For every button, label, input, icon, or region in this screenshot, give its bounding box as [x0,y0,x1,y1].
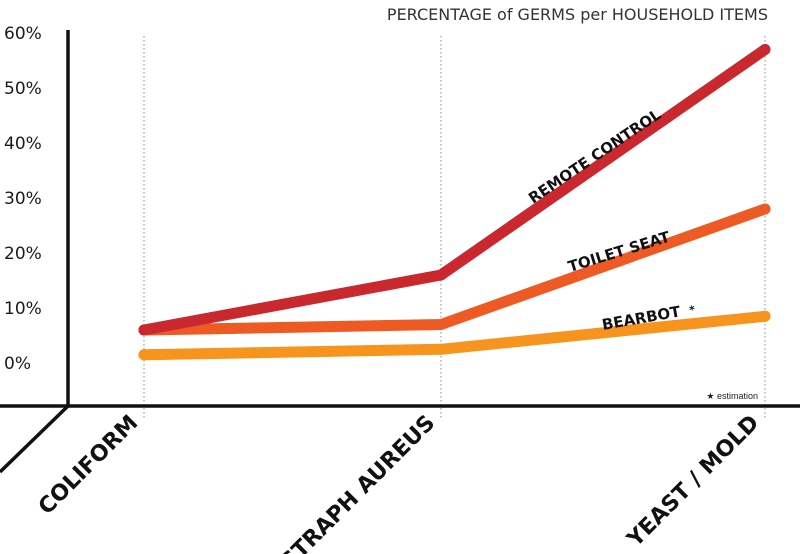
data-point [435,269,447,281]
data-point [435,343,447,355]
series-line-remote-control [138,44,771,336]
z-axis [0,404,70,474]
data-point [138,349,150,361]
y-tick-label: 40% [4,134,42,154]
x-tick-label: STRAPH AUREUS [276,411,440,554]
y-tick-label: 50% [4,79,42,99]
x-tick-label: COLIFORM [34,411,143,520]
x-tick-labels: COLIFORM STRAPH AUREUS YEAST / MOLD [34,411,764,554]
y-tick-labels: 0% 10% 20% 30% 40% 50% 60% [4,24,42,374]
chart-title: PERCENTAGE of GERMS per HOUSEHOLD ITEMS [387,5,768,24]
y-tick-label: 30% [4,189,42,209]
data-point [138,324,150,336]
x-tick-label: YEAST / MOLD [622,411,764,553]
estimation-footnote: ★ estimation [706,391,758,401]
data-point [759,310,771,322]
bearbot-asterisk: * [688,303,696,317]
data-point [759,203,771,215]
data-point [435,319,447,330]
y-tick-label: 60% [4,24,42,44]
series-label-remote-control: REMOTE CONTROL [525,105,664,207]
y-tick-label: 20% [4,244,42,264]
series-lines [138,44,771,361]
y-tick-label: 10% [4,299,42,319]
axes [0,30,800,474]
y-tick-label: 0% [4,354,31,374]
data-point [759,44,771,55]
category-gridlines [143,36,766,420]
